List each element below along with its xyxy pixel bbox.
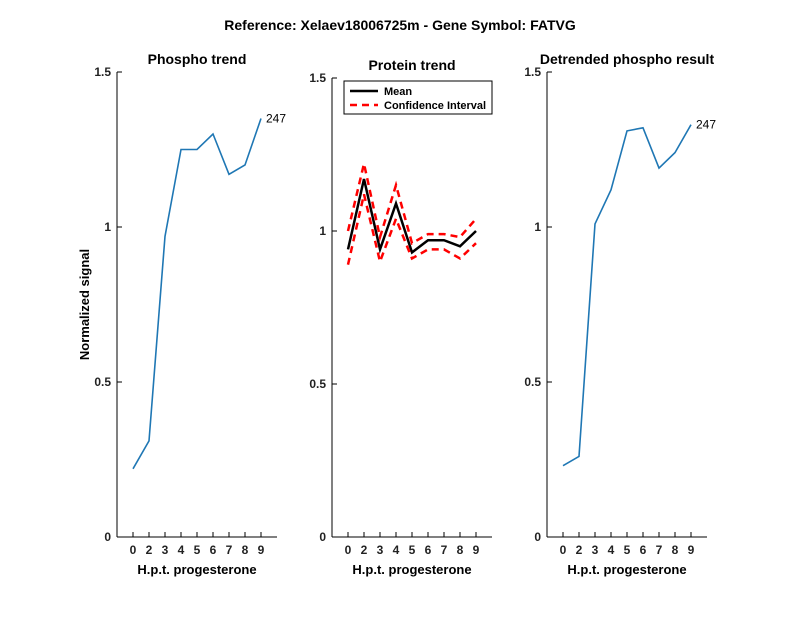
detrended-phospho-ytick-label: 1.5	[524, 65, 541, 79]
phospho-trend-xtick-label: 5	[194, 543, 201, 557]
protein-trend-xlabel: H.p.t. progesterone	[352, 562, 471, 577]
figure-suptitle: Reference: Xelaev18006725m - Gene Symbol…	[224, 17, 576, 33]
protein-trend-title: Protein trend	[368, 57, 455, 73]
protein-trend-xtick-label: 4	[393, 543, 400, 557]
protein-trend-xtick-label: 6	[425, 543, 432, 557]
protein-trend-legend-label: Confidence Interval	[384, 100, 486, 112]
phospho-trend-xtick-label: 4	[178, 543, 185, 557]
protein-trend-xtick-label: 3	[377, 543, 384, 557]
protein-trend-ytick-label: 0.5	[309, 377, 326, 391]
detrended-phospho-ytick-label: 1	[534, 220, 541, 234]
detrended-phospho-end-annotation: 247	[696, 118, 716, 132]
protein-trend-xtick-label: 0	[345, 543, 352, 557]
phospho-trend-xtick-label: 6	[210, 543, 217, 557]
detrended-phospho-series-0-line	[562, 124, 692, 467]
detrended-phospho-xtick-label: 3	[592, 543, 599, 557]
detrended-phospho-ytick-label: 0.5	[524, 375, 541, 389]
detrended-phospho-xtick-label: 8	[672, 543, 679, 557]
protein-trend-mean-line	[346, 178, 477, 255]
detrended-phospho-xtick-label: 9	[688, 543, 695, 557]
protein-trend-confidence-interval-line	[346, 163, 477, 246]
phospho-trend-ylabel: Normalized signal	[77, 249, 92, 360]
phospho-trend-xtick-label: 2	[146, 543, 153, 557]
phospho-trend-end-annotation: 247	[266, 112, 286, 126]
phospho-trend-ytick-label: 0.5	[94, 375, 111, 389]
phospho-trend-title: Phospho trend	[148, 51, 247, 67]
phospho-trend-ytick-label: 1	[104, 220, 111, 234]
phospho-trend-ytick-label: 1.5	[94, 65, 111, 79]
detrended-phospho-xtick-label: 5	[624, 543, 631, 557]
detrended-phospho-title: Detrended phospho result	[540, 51, 715, 67]
phospho-trend-xtick-label: 9	[258, 543, 265, 557]
protein-trend-legend-box	[343, 80, 493, 115]
protein-trend-xtick-label: 8	[457, 543, 464, 557]
detrended-phospho-ytick-label: 0	[534, 530, 541, 544]
protein-trend-xtick-label: 5	[409, 543, 416, 557]
detrended-phospho-xtick-label: 2	[576, 543, 583, 557]
phospho-trend-xlabel: H.p.t. progesterone	[137, 562, 256, 577]
protein-trend-xtick-label: 7	[441, 543, 448, 557]
protein-trend-ytick-label: 1.5	[309, 71, 326, 85]
protein-trend-xtick-label: 2	[361, 543, 368, 557]
phospho-trend-xtick-label: 3	[162, 543, 169, 557]
phospho-trend-series-0-line	[132, 118, 262, 470]
detrended-phospho-xtick-label: 0	[560, 543, 567, 557]
phospho-trend-xtick-label: 0	[130, 543, 137, 557]
protein-trend-xtick-label: 9	[473, 543, 480, 557]
detrended-phospho-xtick-label: 4	[608, 543, 615, 557]
detrended-phospho-xtick-label: 6	[640, 543, 647, 557]
phospho-trend-xtick-label: 7	[226, 543, 233, 557]
detrended-phospho-xlabel: H.p.t. progesterone	[567, 562, 686, 577]
phospho-trend-ytick-label: 0	[104, 530, 111, 544]
detrended-phospho-xtick-label: 7	[656, 543, 663, 557]
phospho-trend-xtick-label: 8	[242, 543, 249, 557]
protein-trend-series-2-line	[346, 194, 477, 266]
protein-trend-ytick-label: 0	[319, 530, 326, 544]
protein-trend-legend-label: Mean	[384, 86, 412, 98]
protein-trend-ytick-label: 1	[319, 224, 326, 238]
